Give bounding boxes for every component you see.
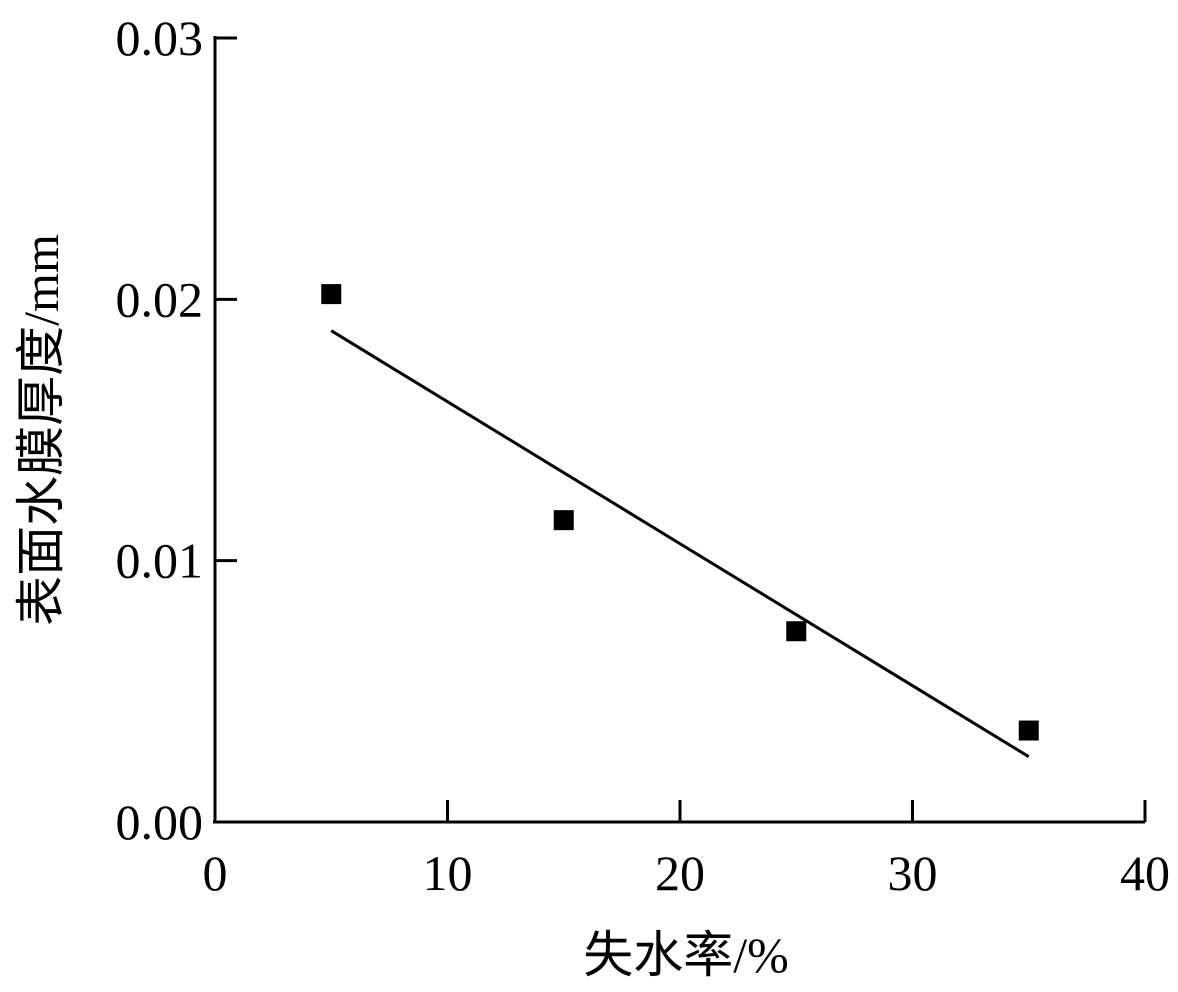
x-axis-label: 失水率/% (583, 927, 789, 983)
point (321, 284, 342, 305)
y-tick-label: 0.00 (116, 794, 204, 850)
y-tick-label: 0.02 (116, 271, 204, 327)
x-tick-label: 40 (1120, 845, 1170, 901)
x-tick-label: 0 (203, 845, 228, 901)
x-tick-label: 30 (888, 845, 938, 901)
point (1018, 720, 1039, 741)
x-tick-label: 20 (655, 845, 705, 901)
y-tick-label: 0.01 (116, 533, 204, 589)
point (786, 621, 807, 642)
x-tick-label: 10 (423, 845, 473, 901)
fit-line (330, 329, 1030, 758)
y-axis-label: 表面水膜厚度/mm (13, 234, 69, 626)
point (553, 510, 574, 531)
y-tick-label: 0.03 (116, 10, 204, 66)
